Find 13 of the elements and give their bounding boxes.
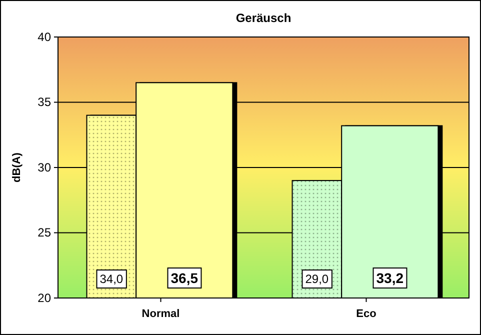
- y-axis-title: dB(A): [11, 152, 23, 182]
- chart-title: Geräusch: [236, 11, 292, 25]
- y-tick-label: 20: [38, 290, 52, 305]
- data-label: 36,5: [170, 270, 198, 286]
- y-tick-label: 30: [38, 160, 52, 174]
- data-label: 34,0: [100, 272, 124, 286]
- y-tick-label: 40: [38, 30, 52, 44]
- y-tick-label: 25: [38, 226, 52, 240]
- data-label: 33,2: [376, 270, 404, 286]
- data-label: 29,0: [305, 272, 329, 286]
- x-tick-label: Normal: [142, 308, 180, 320]
- y-tick-label: 35: [38, 95, 52, 110]
- x-tick-label: Eco: [356, 308, 377, 320]
